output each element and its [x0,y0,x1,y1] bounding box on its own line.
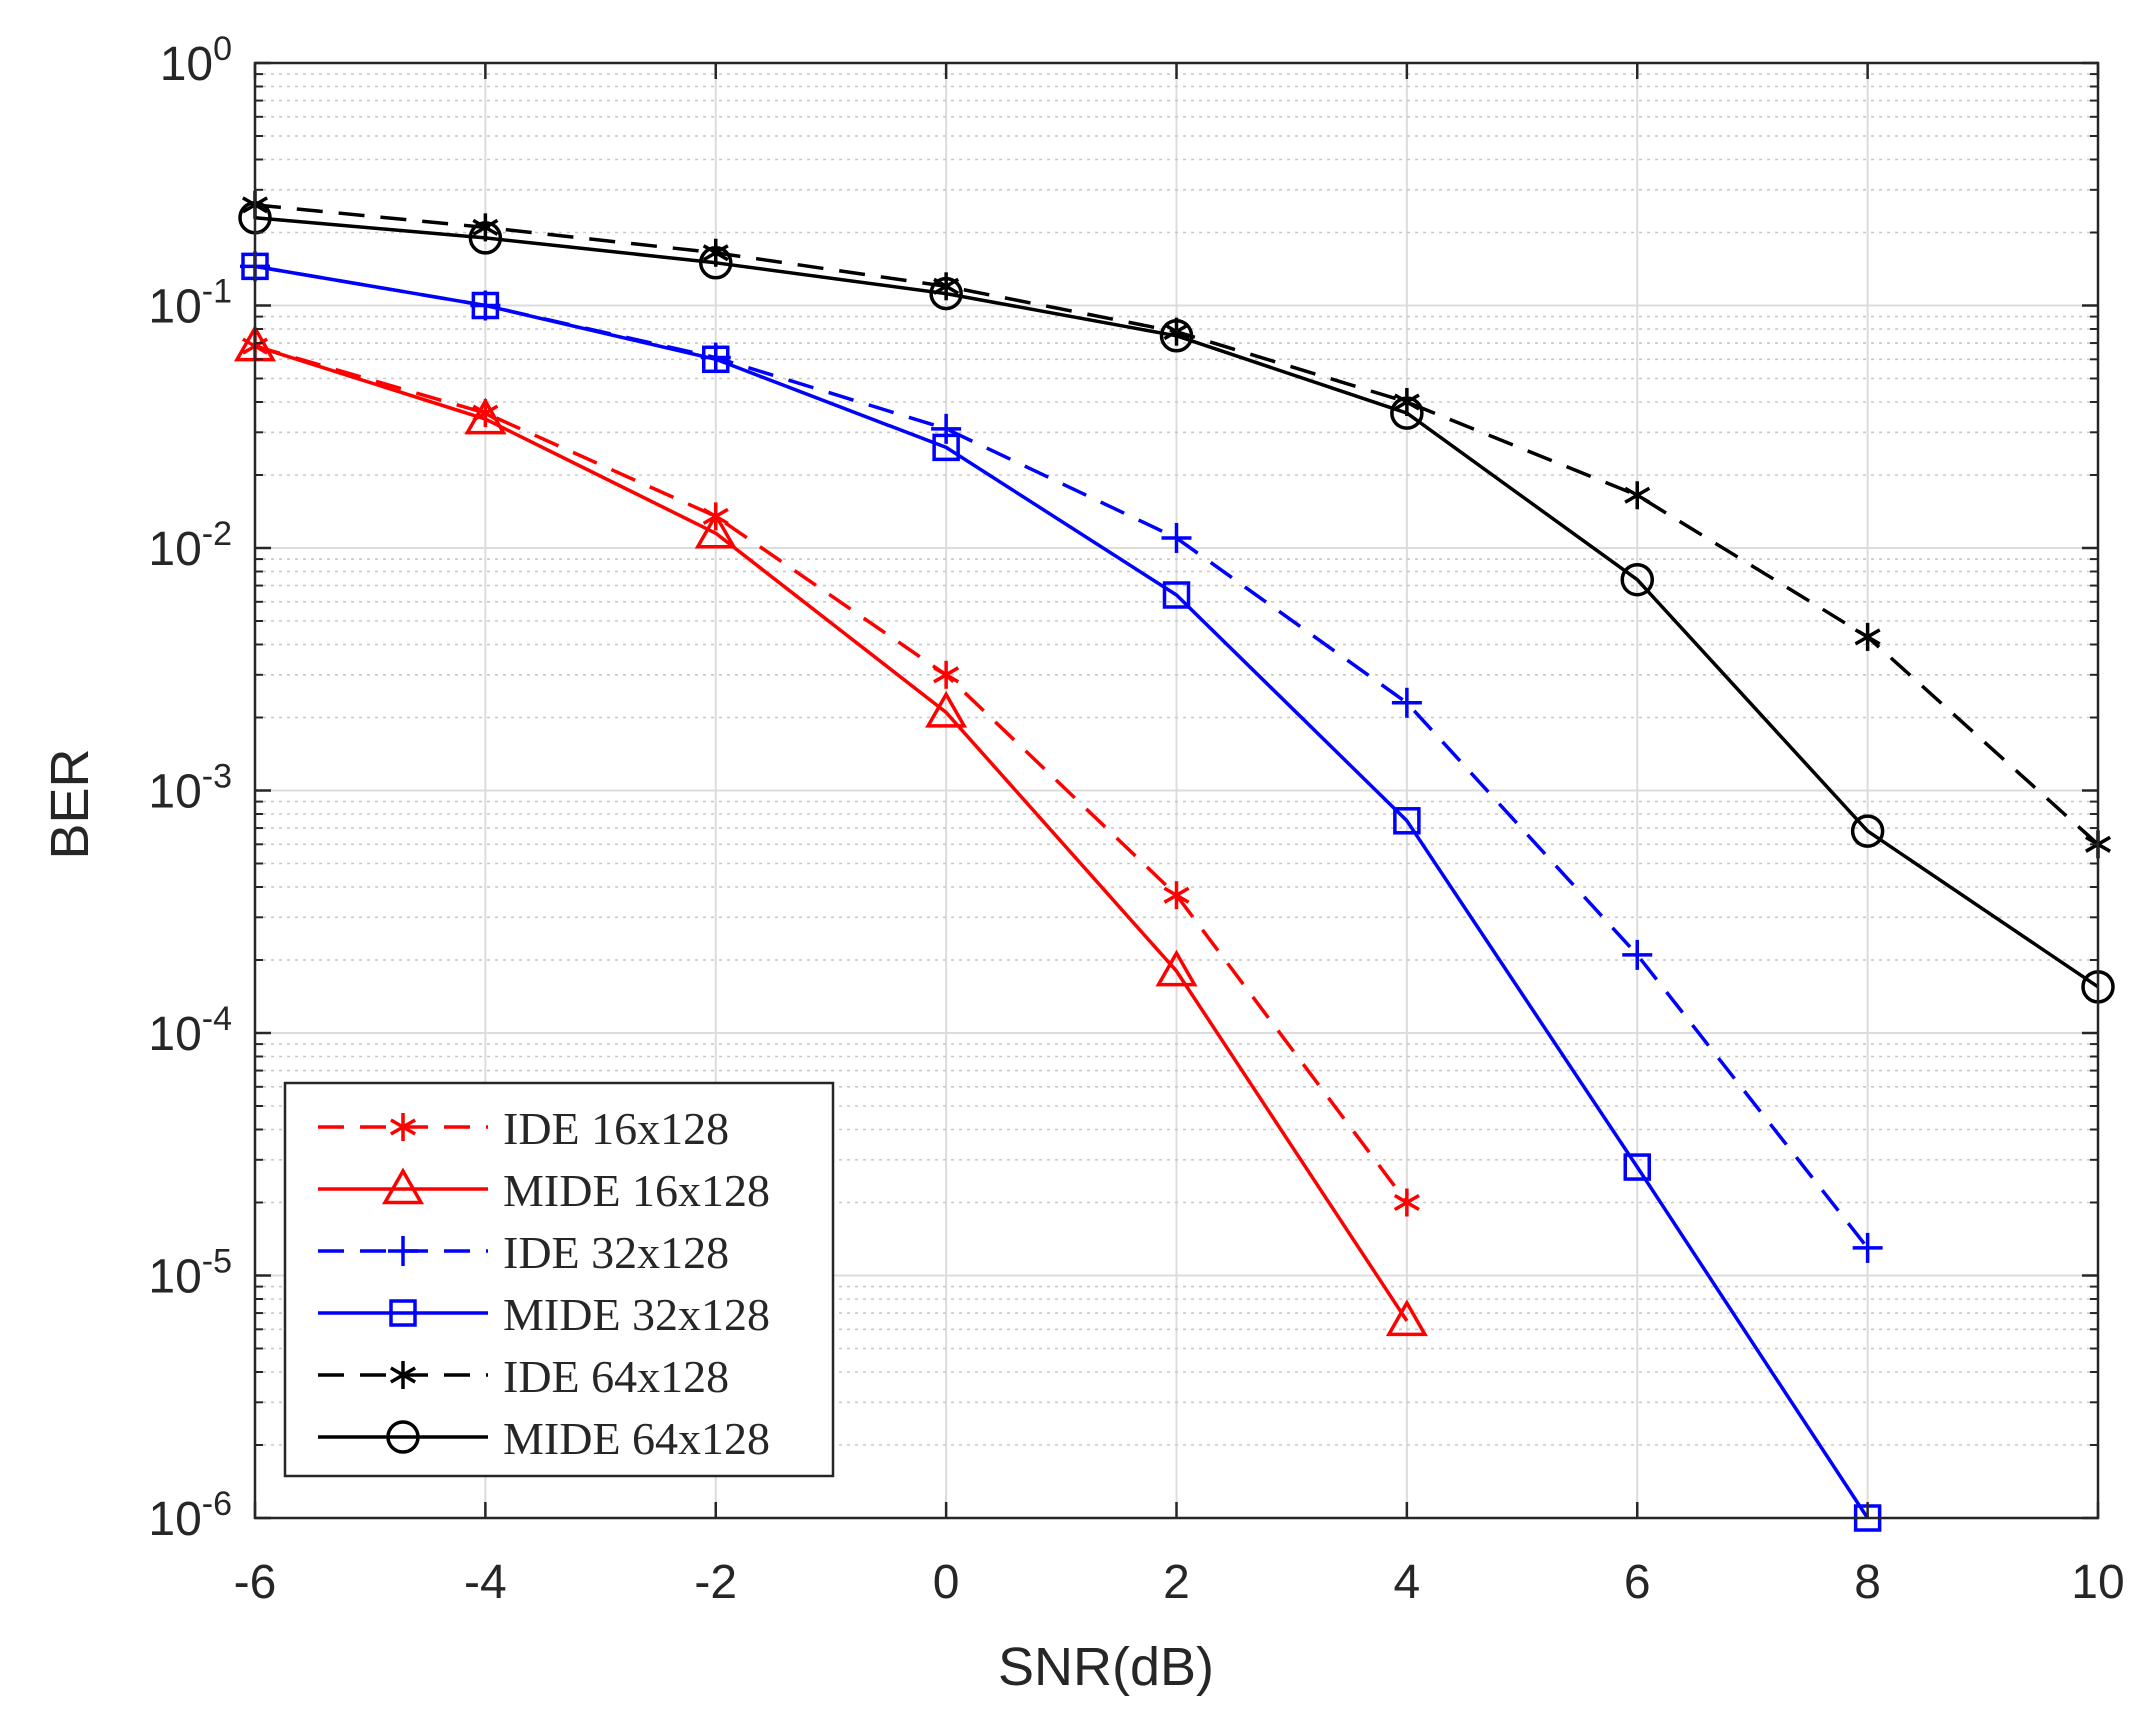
y-tick-label-base: 10 [148,523,201,576]
data-point [1391,687,1422,718]
y-tick-label-exponent: -5 [202,1243,232,1281]
legend-label: MIDE 64x128 [503,1413,770,1464]
data-point [1161,522,1192,553]
legend-label: MIDE 16x128 [503,1165,770,1216]
y-tick-label: 10-4 [148,1000,232,1061]
data-point [694,511,737,549]
legend-marker [389,1299,417,1327]
legend-label: MIDE 32x128 [503,1289,770,1340]
data-point [1390,396,1424,430]
y-tick-label: 10-5 [148,1243,232,1304]
legend-box [283,1081,835,1478]
legend-label: IDE 64x128 [503,1351,729,1402]
x-tick-label: 10 [2071,1556,2124,1609]
data-point [1850,814,1885,848]
data-point [1393,807,1421,835]
x-tick-label: 2 [1163,1556,1190,1609]
y-tick-label-base: 10 [148,766,201,819]
legend-label: IDE 16x128 [503,1103,729,1154]
data-point [464,397,507,435]
data-point [471,291,500,320]
data-point [1852,1232,1883,1263]
y-tick-label-base: 10 [148,1251,201,1304]
y-tick-label-exponent: -1 [202,273,232,311]
axes [253,61,2100,1520]
data-point [1163,881,1190,910]
legend: IDE 16x128 MIDE 16x128 IDE 32x128 MIDE 32x1… [283,1081,835,1478]
data-point [468,221,503,255]
x-tick-label: 8 [1854,1556,1881,1609]
y-tick-label: 10-3 [148,758,232,819]
data-point [933,660,960,689]
legend-marker [381,1167,425,1205]
legend-marker [390,1361,416,1389]
data-point [1854,622,1881,651]
x-tick-label: 4 [1394,1556,1421,1609]
data-point [1622,939,1653,970]
series-line [254,216,2099,989]
y-tick-label-base: 10 [160,38,213,91]
y-tick-label-exponent: -4 [202,1000,232,1038]
y-tick-label-base: 10 [148,1008,201,1061]
x-tick-label: 6 [1624,1556,1651,1609]
data-point [702,345,730,374]
data-point [931,413,962,444]
legend-marker [386,1420,420,1454]
y-tick-label-exponent: -2 [202,515,232,553]
y-tick-label-exponent: 0 [213,30,232,68]
legend-label: IDE 32x128 [503,1227,729,1278]
data-point [1155,949,1198,987]
data-point [699,246,733,280]
x-tick-label: 0 [933,1556,960,1609]
data-point [929,276,963,311]
data-point [1620,562,1654,597]
series-mide-16x128 [233,324,1428,1337]
data-point [1624,481,1651,510]
legend-entry: MIDE 64x128 [318,1413,770,1464]
series-line [254,264,1870,1519]
y-tick-label: 100 [160,30,232,91]
legend-entry: IDE 64x128 [318,1351,729,1402]
y-axis-label: BER [40,748,100,859]
legend-entry: IDE 32x128 [318,1227,729,1278]
x-axis-label: SNR(dB) [998,1637,1214,1697]
y-tick-label-exponent: -6 [202,1485,232,1523]
data-point [1159,319,1194,353]
legend-entry: IDE 16x128 [318,1103,729,1154]
y-tick-label: 10-1 [148,273,232,334]
y-tick-label-exponent: -3 [202,758,232,796]
legend-entry: MIDE 16x128 [318,1165,770,1216]
x-tick-label: -4 [464,1556,507,1609]
x-tick-label: -6 [234,1556,277,1609]
legend-marker [390,1113,416,1141]
data-point [932,433,960,462]
series-line [254,344,1409,1322]
legend-marker [388,1236,418,1266]
y-tick-label: 10-2 [148,515,232,576]
series-line [254,344,1409,1204]
data-point [1385,1299,1428,1337]
y-tick-label-base: 10 [148,1493,201,1546]
data-point [1623,1153,1651,1181]
series-mide-32x128 [241,252,1882,1532]
data-point [1393,1188,1420,1217]
x-tick-label: -2 [694,1556,737,1609]
legend-entry: MIDE 32x128 [318,1289,770,1340]
y-tick-label: 10-6 [148,1485,232,1546]
data-point [925,690,968,728]
data-point [1162,581,1191,609]
y-tick-label-base: 10 [148,281,201,334]
